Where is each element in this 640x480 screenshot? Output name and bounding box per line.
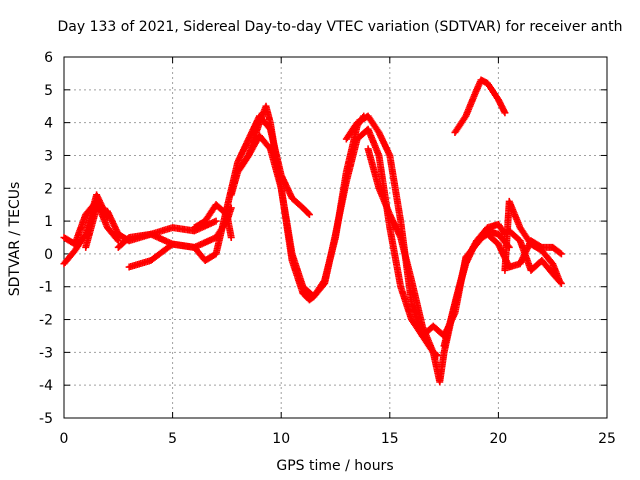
y-tick-label: -5 (39, 411, 53, 427)
x-tick-labels: 0 5 10 15 20 25 (60, 431, 616, 447)
x-tick-label: 5 (168, 431, 177, 447)
data-point (501, 109, 509, 117)
data-point (434, 352, 442, 360)
y-tick-label: 1 (44, 214, 53, 230)
data-point (305, 211, 313, 219)
data-point (212, 217, 220, 225)
y-tick-labels: -5 -4 -3 -2 -1 0 1 2 3 4 5 6 (39, 50, 53, 427)
axis-ticks (63, 56, 608, 419)
data-point (557, 279, 565, 287)
y-tick-label: 4 (44, 116, 53, 132)
data-point (432, 351, 440, 359)
x-tick-label: 10 (272, 431, 290, 447)
y-axis-label: SDTVAR / TECUs (7, 182, 23, 297)
series-arc-6 (190, 201, 235, 241)
data-point (556, 249, 564, 257)
x-axis-label: GPS time / hours (276, 458, 393, 474)
data-point (556, 278, 564, 286)
y-tick-label: 6 (44, 50, 53, 66)
data-point (227, 234, 235, 241)
y-tick-label: 0 (44, 247, 53, 263)
series-arc-15 (505, 227, 565, 287)
data-points (60, 76, 565, 386)
x-tick-label: 25 (598, 431, 616, 447)
y-tick-label: -1 (39, 280, 53, 296)
series-arc-11 (364, 145, 442, 360)
series-arc-14 (501, 197, 563, 284)
data-point (114, 237, 122, 245)
x-tick-label: 15 (381, 431, 399, 447)
series-arc-12 (451, 76, 509, 136)
y-tick-label: 3 (44, 148, 53, 164)
series-arc-16 (505, 237, 565, 271)
x-tick-label: 20 (489, 431, 507, 447)
data-point (557, 250, 565, 258)
x-tick-label: 0 (60, 431, 69, 447)
y-tick-label: 2 (44, 181, 53, 197)
chart-title: Day 133 of 2021, Sidereal Day-to-day VTE… (57, 19, 622, 35)
data-point (113, 235, 121, 243)
y-tick-label: -3 (39, 345, 53, 361)
grid (64, 57, 607, 418)
y-tick-label: -4 (39, 378, 53, 394)
data-point (304, 209, 312, 217)
y-tick-label: -2 (39, 313, 53, 329)
series-arc-5 (125, 204, 231, 271)
y-tick-label: 5 (44, 83, 53, 99)
